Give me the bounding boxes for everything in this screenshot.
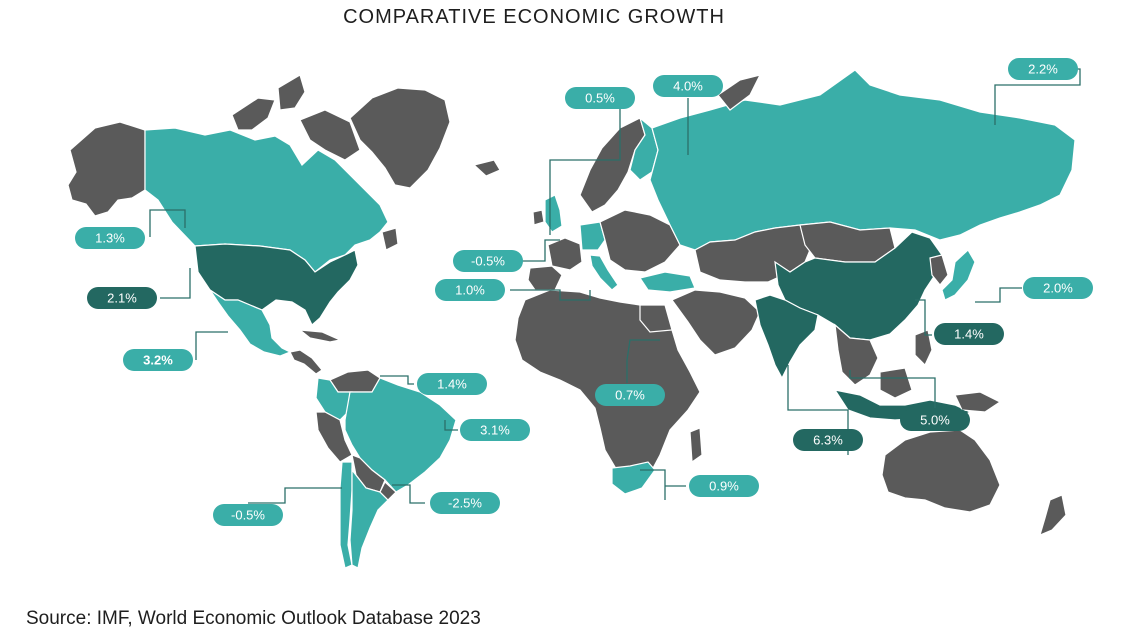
value-pill-brazil xyxy=(460,419,530,441)
value-text-colombia: 1.4% xyxy=(437,377,467,392)
value-label-canada: 1.3% xyxy=(75,227,145,249)
country-italy xyxy=(589,254,619,291)
value-pill-russia xyxy=(1008,58,1078,80)
country-uk xyxy=(544,194,563,233)
country-newfoundland xyxy=(381,227,399,251)
value-text-china: 1.4% xyxy=(954,327,984,342)
value-pill-usa xyxy=(87,287,157,309)
value-text-germany: -0.5% xyxy=(471,254,505,269)
value-label-finland: 4.0% xyxy=(653,75,723,97)
value-pill-indonesia xyxy=(900,409,970,431)
country-japan xyxy=(941,249,976,301)
value-label-colombia: 1.4% xyxy=(417,373,487,395)
value-text-india: 6.3% xyxy=(813,433,843,448)
value-text-finland: 4.0% xyxy=(673,79,703,94)
value-text-egypt: 0.7% xyxy=(615,388,645,403)
value-label-mexico: 3.2% xyxy=(123,349,193,371)
value-text-usa: 2.1% xyxy=(107,291,137,306)
country-uruguay xyxy=(379,481,397,501)
value-label-russia: 2.2% xyxy=(1008,58,1078,80)
value-text-canada: 1.3% xyxy=(95,231,125,246)
country-eastern-europe xyxy=(599,209,681,273)
country-turkey xyxy=(639,271,696,293)
leader-lines xyxy=(149,68,1081,504)
value-pill-mexico xyxy=(123,349,193,371)
value-text-mexico: 3.2% xyxy=(143,353,173,368)
country-central-america xyxy=(289,349,323,375)
country-alaska xyxy=(67,121,146,217)
value-label-argentina: -2.5% xyxy=(430,492,500,514)
country-cuba xyxy=(298,329,342,343)
value-text-russia: 2.2% xyxy=(1028,62,1058,77)
country-canada-arctic-3 xyxy=(299,109,361,161)
country-brazil xyxy=(344,377,457,493)
value-pill-italy xyxy=(435,279,505,301)
value-text-uk: 0.5% xyxy=(585,91,615,106)
value-label-chile: -0.5% xyxy=(213,504,283,526)
value-label-japan: 2.0% xyxy=(1023,277,1093,299)
value-pill-india xyxy=(793,429,863,451)
country-india xyxy=(754,294,819,380)
country-egypt xyxy=(639,304,673,333)
value-label-egypt: 0.7% xyxy=(595,384,665,406)
country-philippines xyxy=(914,329,933,367)
value-pill-colombia xyxy=(417,373,487,395)
country-ireland xyxy=(532,209,545,226)
value-pill-china xyxy=(934,323,1004,345)
country-new-guinea xyxy=(954,391,1002,413)
value-pill-argentina xyxy=(430,492,500,514)
value-pill-germany xyxy=(453,250,523,272)
country-canada-arctic xyxy=(231,97,276,131)
country-southeast-asia xyxy=(834,323,879,386)
value-label-china: 1.4% xyxy=(934,323,1004,345)
value-pill-canada xyxy=(75,227,145,249)
value-text-japan: 2.0% xyxy=(1043,281,1073,296)
country-middle-east xyxy=(671,289,761,356)
value-pill-chile xyxy=(213,504,283,526)
country-greenland xyxy=(349,87,451,189)
value-text-chile: -0.5% xyxy=(231,508,265,523)
value-text-south-africa: 0.9% xyxy=(709,479,739,494)
country-new-zealand xyxy=(1039,494,1067,537)
value-label-indonesia: 5.0% xyxy=(900,409,970,431)
value-label-brazil: 3.1% xyxy=(460,419,530,441)
value-text-italy: 1.0% xyxy=(455,283,485,298)
country-canada-arctic-2 xyxy=(277,74,306,111)
country-germany xyxy=(579,221,606,251)
value-pill-uk xyxy=(565,87,635,109)
value-label-italy: 1.0% xyxy=(435,279,505,301)
value-label-germany: -0.5% xyxy=(453,250,523,272)
source-note: Source: IMF, World Economic Outlook Data… xyxy=(26,608,481,629)
value-label-india: 6.3% xyxy=(793,429,863,451)
country-novaya-zemlya xyxy=(717,74,762,111)
value-text-brazil: 3.1% xyxy=(480,423,510,438)
country-madagascar xyxy=(689,427,703,464)
country-iceland xyxy=(472,159,501,177)
value-text-argentina: -2.5% xyxy=(448,496,482,511)
value-label-south-africa: 0.9% xyxy=(689,475,759,497)
value-label-uk: 0.5% xyxy=(565,87,635,109)
country-korea xyxy=(929,254,949,286)
value-pill-south-africa xyxy=(689,475,759,497)
value-text-indonesia: 5.0% xyxy=(920,413,950,428)
value-pill-egypt xyxy=(595,384,665,406)
country-borneo xyxy=(879,367,913,399)
map-title: COMPARATIVE ECONOMIC GROWTH xyxy=(343,6,725,28)
country-mexico xyxy=(209,289,292,357)
value-label-usa: 2.1% xyxy=(87,287,157,309)
value-pill-finland xyxy=(653,75,723,97)
value-pill-japan xyxy=(1023,277,1093,299)
country-australia xyxy=(881,429,1001,513)
